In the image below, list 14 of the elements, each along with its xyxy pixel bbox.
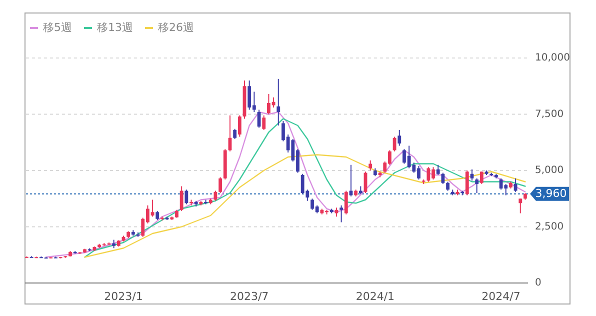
legend-label: 移5週: [43, 21, 72, 34]
legend-label: 移13週: [97, 21, 133, 34]
ref-line-label: 3,960: [535, 186, 567, 200]
y-tick-label: 0: [535, 278, 542, 289]
line-series: [84, 154, 526, 258]
legend-label: 移26週: [158, 21, 194, 34]
y-tick-label: 5,000: [535, 165, 564, 176]
x-tick-label: 2024/1: [356, 290, 395, 304]
x-tick-label: 2024/7: [482, 290, 520, 304]
x-tick-label: 2023/1: [104, 290, 143, 304]
y-tick-label: 2,500: [535, 221, 564, 232]
y-tick-label: 7,500: [535, 108, 564, 120]
x-tick-label: 2023/7: [230, 290, 269, 304]
y-tick-label: 10,000: [535, 52, 570, 64]
